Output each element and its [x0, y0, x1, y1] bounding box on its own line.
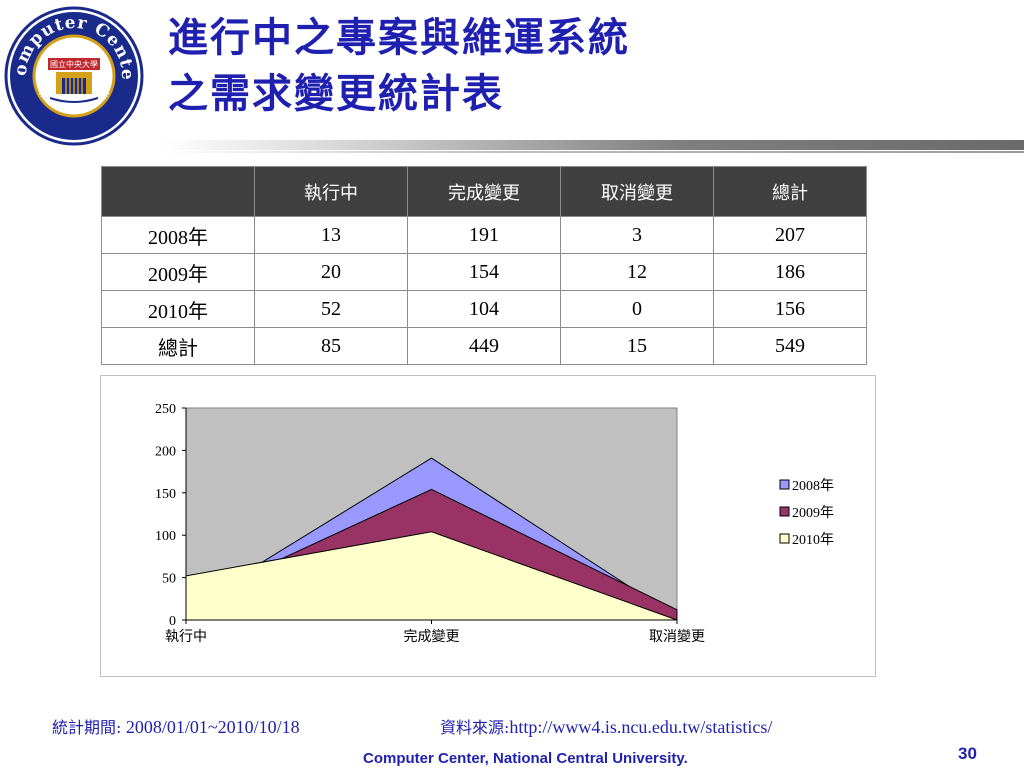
- table-cell: 156: [713, 290, 867, 328]
- area-chart: 0 50 100 150 200 250 執行中 完成變更 取消變更 2008年 2009年 2010…: [100, 375, 876, 677]
- area-chart-svg: 0 50 100 150 200 250 執行中 完成變更 取消變更 2008年 2009年 2010…: [155, 402, 834, 645]
- table-header-cell: 執行中: [254, 166, 408, 217]
- table-cell: 186: [713, 253, 867, 291]
- legend-swatch: [779, 533, 790, 544]
- table-cell: 2009年: [101, 253, 255, 291]
- table-header-cell: 完成變更: [407, 166, 561, 217]
- logo-banner-text: 國立中央大學: [50, 59, 98, 69]
- table-cell: 3: [560, 216, 714, 254]
- legend-label: 2008年: [792, 478, 834, 494]
- statistics-table: 執行中 完成變更 取消變更 總計 2008年 13 191 3 207 2009…: [101, 166, 867, 365]
- table-cell: 2010年: [101, 290, 255, 328]
- x-tick-label: 完成變更: [404, 629, 460, 645]
- table-cell: 104: [407, 290, 561, 328]
- data-source: 資料來源:http://www4.is.ncu.edu.tw/statistic…: [440, 714, 772, 738]
- y-tick-label: 0: [169, 614, 176, 629]
- legend-label: 2009年: [792, 505, 834, 521]
- computer-center-logo: Computer Center www.cc.ncu.edu.tw 國立中央大學: [0, 0, 144, 146]
- y-tick-label: 200: [155, 444, 176, 459]
- footer-credit: Computer Center, National Central Univer…: [363, 750, 688, 767]
- x-tick-label: 執行中: [165, 629, 207, 645]
- slide-title-line-1: 進行中之專案與維運系統: [168, 14, 630, 61]
- period-value: 2008/01/01~2010/10/18: [125, 717, 300, 737]
- source-url: http://www4.is.ncu.edu.tw/statistics/: [509, 717, 773, 737]
- x-tick-label: 取消變更: [649, 629, 705, 645]
- table-cell: 20: [254, 253, 408, 291]
- legend-swatch: [779, 506, 790, 517]
- table-row: 2009年 20 154 12 186: [101, 253, 867, 291]
- table-header-cell: [101, 166, 255, 217]
- page-number: 30: [958, 744, 977, 763]
- table-cell: 85: [254, 327, 408, 365]
- table-row: 2008年 13 191 3 207: [101, 216, 867, 254]
- y-tick-label: 150: [155, 487, 176, 502]
- period-label: 統計期間:: [52, 718, 122, 737]
- source-label: 資料來源:: [440, 718, 510, 737]
- table-header-row: 執行中 完成變更 取消變更 總計: [101, 166, 867, 217]
- title-divider-thin: [160, 151, 1024, 153]
- y-tick-label: 250: [155, 402, 176, 417]
- table-cell: 0: [560, 290, 714, 328]
- table-cell: 15: [560, 327, 714, 365]
- table-cell: 207: [713, 216, 867, 254]
- table-cell: 191: [407, 216, 561, 254]
- table-cell: 總計: [101, 327, 255, 365]
- table-row: 總計 85 449 15 549: [101, 327, 867, 365]
- y-tick-label: 100: [155, 529, 176, 544]
- table-header-cell: 取消變更: [560, 166, 714, 217]
- table-header-cell: 總計: [713, 166, 867, 217]
- table-cell: 52: [254, 290, 408, 328]
- table-cell: 2008年: [101, 216, 255, 254]
- table-cell: 154: [407, 253, 561, 291]
- table-cell: 13: [254, 216, 408, 254]
- table-cell: 449: [407, 327, 561, 365]
- table-cell: 12: [560, 253, 714, 291]
- table-row: 2010年 52 104 0 156: [101, 290, 867, 328]
- legend-swatch: [779, 479, 790, 490]
- legend-label: 2010年: [792, 532, 834, 548]
- title-divider: [160, 140, 1024, 150]
- y-tick-label: 50: [162, 572, 176, 587]
- statistics-period: 統計期間: 2008/01/01~2010/10/18: [52, 714, 300, 738]
- table-cell: 549: [713, 327, 867, 365]
- slide-title: 進行中之專案與維運系統 之需求變更統計表: [168, 10, 630, 122]
- slide-title-line-2: 之需求變更統計表: [168, 70, 504, 117]
